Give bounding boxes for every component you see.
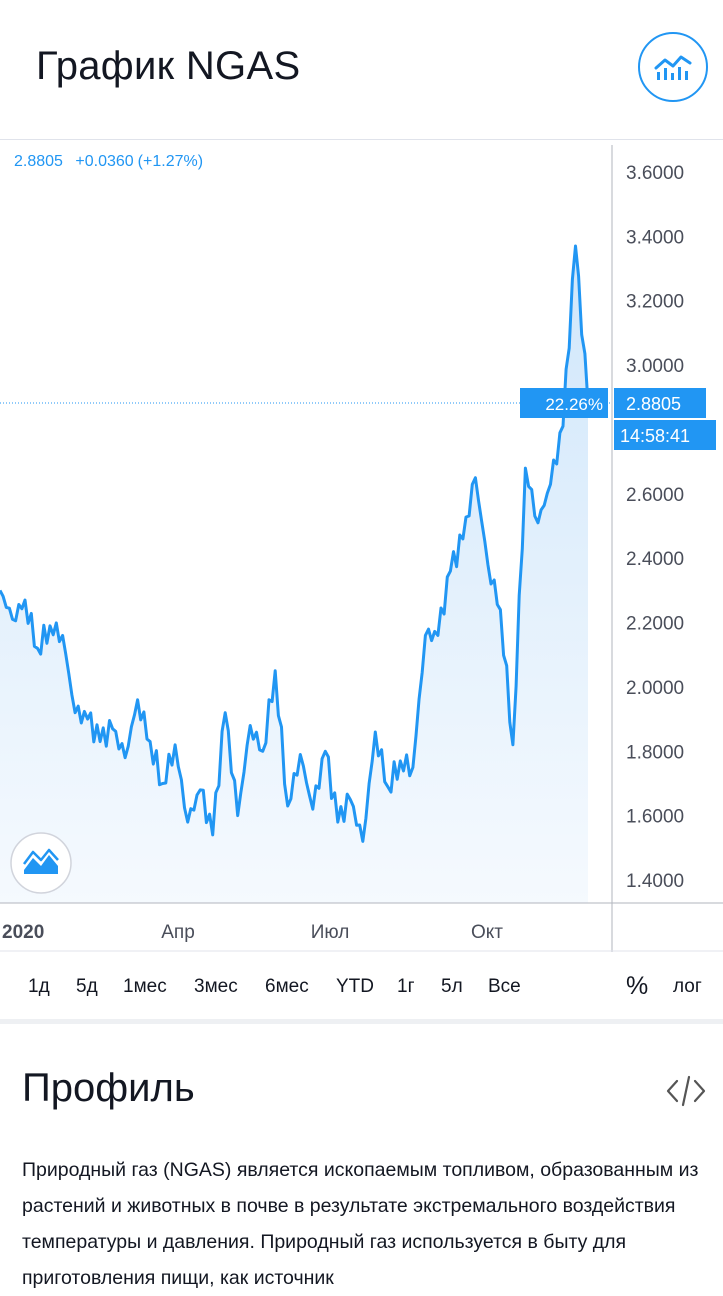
time-badge <box>614 420 716 450</box>
percent-badge-text: 22.26% <box>545 395 603 414</box>
header-divider <box>0 139 723 140</box>
y-tick-label: 1.8000 <box>626 742 684 763</box>
chart-type-button[interactable] <box>638 32 708 102</box>
chart-area-icon <box>654 55 692 80</box>
x-tick-label: Июл <box>311 922 350 943</box>
range-1d[interactable]: 1д <box>28 976 50 997</box>
section-divider <box>0 1019 723 1024</box>
range-1m[interactable]: 1мес <box>123 976 167 997</box>
price-badge-text: 2.8805 <box>626 394 681 414</box>
x-tick-label: Окт <box>471 922 503 943</box>
range-ytd[interactable]: YTD <box>336 976 374 997</box>
price-legend: 2.8805 +0.0360 (+1.27%) <box>14 153 211 171</box>
embed-code-button[interactable] <box>666 1074 706 1108</box>
profile-description: Природный газ (NGAS) является ископаемым… <box>22 1159 699 1289</box>
area-chart-icon <box>23 848 59 874</box>
legend-change-pct: (+1.27%) <box>137 153 204 170</box>
price-line <box>0 244 590 843</box>
y-tick-label: 3.6000 <box>626 163 684 184</box>
page-title: График NGAS <box>36 44 301 88</box>
code-icon <box>666 1075 706 1107</box>
price-badge <box>614 388 706 418</box>
y-tick-label: 2.0000 <box>626 678 684 699</box>
x-tick-label: Апр <box>161 922 195 943</box>
legend-change: +0.0360 <box>75 153 134 170</box>
y-tick-label: 2.4000 <box>626 549 684 570</box>
y-tick-label: 1.4000 <box>626 871 684 892</box>
percent-badge <box>520 388 608 418</box>
percent-scale-toggle[interactable]: % <box>626 972 649 1000</box>
time-badge-text: 14:58:41 <box>620 426 690 446</box>
log-scale-toggle[interactable]: лог <box>673 976 702 997</box>
y-tick-label: 3.4000 <box>626 227 684 248</box>
y-tick-label: 1.6000 <box>626 807 684 828</box>
y-tick-label: 2.6000 <box>626 485 684 506</box>
y-tick-label: 2.2000 <box>626 614 684 635</box>
y-tick-label: 3.0000 <box>626 356 684 377</box>
range-3m[interactable]: 3мес <box>194 976 238 997</box>
y-tick-label: 3.2000 <box>626 292 684 313</box>
price-chart[interactable]: 3.60003.40003.20003.00002.80002.60002.40… <box>0 0 723 952</box>
price-area-fill <box>0 246 588 903</box>
x-tick-label: 2020 <box>2 922 44 943</box>
profile-title: Профиль <box>22 1066 195 1110</box>
range-1y[interactable]: 1г <box>397 976 415 997</box>
range-5y[interactable]: 5л <box>441 976 463 997</box>
header: График NGAS <box>0 0 723 140</box>
range-6m[interactable]: 6мес <box>265 976 309 997</box>
range-5d[interactable]: 5д <box>76 976 98 997</box>
legend-price: 2.8805 <box>14 153 63 170</box>
chart-style-button[interactable] <box>10 832 72 894</box>
range-all[interactable]: Все <box>488 976 521 997</box>
